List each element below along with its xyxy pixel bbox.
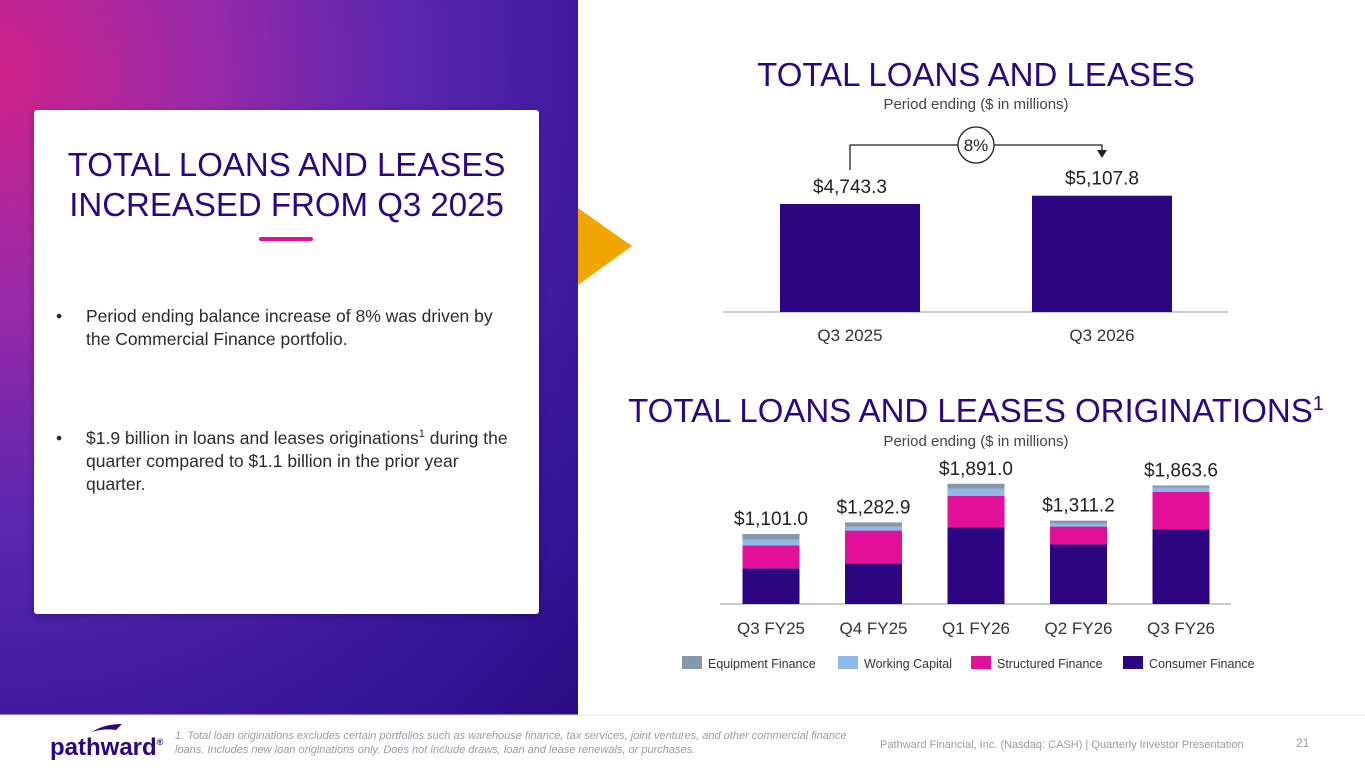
arrow-shape <box>578 208 632 285</box>
accent-rule <box>259 237 313 241</box>
total-label: $1,101.0 <box>734 509 808 530</box>
legend-swatch <box>838 656 858 669</box>
bar-segment <box>845 530 902 564</box>
footnote-mark: 1 <box>418 428 425 441</box>
bar-segment <box>1152 491 1210 530</box>
x-tick-label: Q3 2026 <box>1069 326 1134 345</box>
x-tick-label: Q3 FY25 <box>737 619 805 638</box>
total-label: $1,891.0 <box>939 459 1013 480</box>
title-text: TOTAL LOANS AND LEASES ORIGINATIONS <box>628 392 1313 429</box>
bar-segment <box>947 488 1005 496</box>
total-label: $1,863.6 <box>1144 461 1218 482</box>
bar-segment <box>1050 526 1107 545</box>
bar-segment <box>845 522 902 527</box>
chart-title: TOTAL LOANS AND LEASES ORIGINATIONS1 <box>628 392 1324 429</box>
x-tick-label: Q4 FY25 <box>839 619 907 638</box>
bar-segment <box>742 545 800 569</box>
bullet-text: $1.9 billion in loans and leases origina… <box>86 428 419 448</box>
bar-segment <box>1050 523 1107 527</box>
bar-segment <box>742 539 800 546</box>
bar-segment <box>947 483 1005 489</box>
legend-label: Equipment Finance <box>708 657 816 671</box>
bar-segment <box>845 526 902 531</box>
legend-swatch <box>682 656 702 669</box>
value-label: $5,107.8 <box>1065 169 1139 190</box>
annotation: 8% <box>964 136 989 155</box>
bar-segment <box>1152 485 1210 488</box>
x-tick-label: Q2 FY26 <box>1044 619 1112 638</box>
bar-segment <box>1152 487 1210 492</box>
summary-card: TOTAL LOANS AND LEASES INCREASED FROM Q3… <box>34 110 539 614</box>
chart-subtitle: Period ending ($ in millions) <box>883 433 1068 450</box>
legend-swatch <box>1123 656 1143 669</box>
bullet-text: Period ending balance increase of 8% was… <box>86 306 493 349</box>
bar-segment <box>947 495 1005 528</box>
logo-swoosh <box>92 724 122 732</box>
bar-segment <box>742 568 800 604</box>
logo: pathward® <box>50 734 164 761</box>
bar-segment <box>742 534 800 540</box>
company-line: Pathward Financial, Inc. (Nasdaq: CASH) … <box>880 739 1244 751</box>
total-label: $1,282.9 <box>837 497 911 518</box>
bullet: $1.9 billion in loans and leases origina… <box>56 427 516 496</box>
bar <box>1032 195 1172 312</box>
annotation-circle <box>957 126 995 164</box>
legend-swatch <box>971 656 991 669</box>
x-tick-label: Q3 FY26 <box>1147 619 1215 638</box>
bar-segment <box>1050 544 1107 604</box>
panel-title: TOTAL LOANS AND LEASES INCREASED FROM Q3… <box>67 146 506 223</box>
bracket <box>849 144 1103 170</box>
chart-subtitle: Period ending ($ in millions) <box>883 96 1068 113</box>
logo-text: pathward <box>50 734 157 761</box>
bullet-text: during the quarter compared to $1.1 bill… <box>86 428 508 494</box>
legend-label: Working Capital <box>864 657 952 671</box>
x-tick-label: Q1 FY26 <box>942 619 1010 638</box>
bar <box>780 204 920 312</box>
page-number: 21 <box>1296 736 1310 750</box>
title-sup: 1 <box>1313 393 1324 415</box>
value-label: $4,743.3 <box>813 177 887 198</box>
logo-mark: ® <box>157 737 164 747</box>
footnote: 1. Total loan originations excludes cert… <box>175 730 847 756</box>
bracket-arrow <box>1097 150 1107 158</box>
total-label: $1,311.2 <box>1042 496 1115 517</box>
bar-segment <box>1152 529 1210 604</box>
chart-title: TOTAL LOANS AND LEASES <box>757 56 1195 93</box>
bullet: Period ending balance increase of 8% was… <box>56 305 516 351</box>
legend-label: Consumer Finance <box>1149 657 1255 671</box>
legend-label: Structured Finance <box>997 657 1103 671</box>
bar-segment <box>947 527 1005 604</box>
bar-segment <box>1050 520 1107 524</box>
bar-segment <box>845 563 902 604</box>
x-tick-label: Q3 2025 <box>817 326 882 345</box>
